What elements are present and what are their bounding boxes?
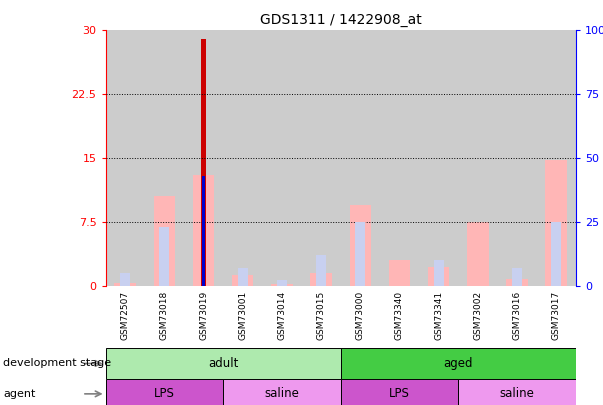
- Bar: [507, 279, 528, 286]
- Bar: [145, 30, 184, 286]
- Bar: [428, 267, 449, 286]
- Bar: [458, 30, 497, 286]
- Bar: [159, 227, 169, 286]
- Bar: [154, 196, 175, 286]
- Bar: [316, 255, 326, 286]
- Bar: [184, 30, 223, 286]
- Bar: [201, 176, 206, 286]
- Bar: [341, 30, 380, 286]
- Bar: [271, 284, 292, 286]
- Bar: [201, 39, 206, 286]
- Bar: [467, 222, 488, 286]
- Bar: [223, 379, 341, 405]
- Bar: [350, 205, 371, 286]
- Bar: [302, 30, 341, 286]
- Bar: [380, 30, 419, 286]
- Text: saline: saline: [500, 387, 534, 401]
- Bar: [262, 30, 302, 286]
- Bar: [106, 379, 223, 405]
- Text: GSM73001: GSM73001: [238, 290, 247, 340]
- Text: GSM73017: GSM73017: [552, 290, 561, 340]
- Bar: [419, 30, 458, 286]
- Text: GSM73016: GSM73016: [513, 290, 522, 340]
- Text: GSM73341: GSM73341: [434, 290, 443, 340]
- Text: agent: agent: [3, 389, 36, 399]
- Bar: [223, 30, 262, 286]
- Text: LPS: LPS: [154, 387, 175, 401]
- Bar: [341, 379, 458, 405]
- Text: GSM73000: GSM73000: [356, 290, 365, 340]
- Bar: [551, 222, 561, 286]
- Bar: [458, 379, 576, 405]
- Text: saline: saline: [265, 387, 299, 401]
- Text: GSM73340: GSM73340: [395, 290, 404, 340]
- Text: aged: aged: [444, 357, 473, 370]
- Bar: [193, 175, 214, 286]
- Bar: [232, 275, 253, 286]
- Text: development stage: development stage: [3, 358, 111, 369]
- Text: GSM73018: GSM73018: [160, 290, 169, 340]
- Bar: [120, 273, 130, 286]
- Title: GDS1311 / 1422908_at: GDS1311 / 1422908_at: [260, 13, 421, 27]
- Bar: [537, 30, 576, 286]
- Bar: [389, 260, 410, 286]
- Text: LPS: LPS: [389, 387, 410, 401]
- Text: GSM73019: GSM73019: [199, 290, 208, 340]
- Bar: [106, 30, 145, 286]
- Text: GSM73015: GSM73015: [317, 290, 326, 340]
- Bar: [311, 273, 332, 286]
- Bar: [115, 283, 136, 286]
- Bar: [277, 280, 287, 286]
- Bar: [512, 268, 522, 286]
- Text: GSM73014: GSM73014: [277, 290, 286, 340]
- Text: adult: adult: [208, 357, 238, 370]
- Bar: [355, 222, 365, 286]
- Bar: [434, 260, 444, 286]
- Bar: [341, 348, 576, 379]
- Bar: [546, 160, 567, 286]
- Bar: [106, 348, 341, 379]
- Bar: [497, 30, 537, 286]
- Bar: [238, 268, 248, 286]
- Text: GSM73002: GSM73002: [473, 290, 482, 340]
- Text: GSM72507: GSM72507: [121, 290, 130, 340]
